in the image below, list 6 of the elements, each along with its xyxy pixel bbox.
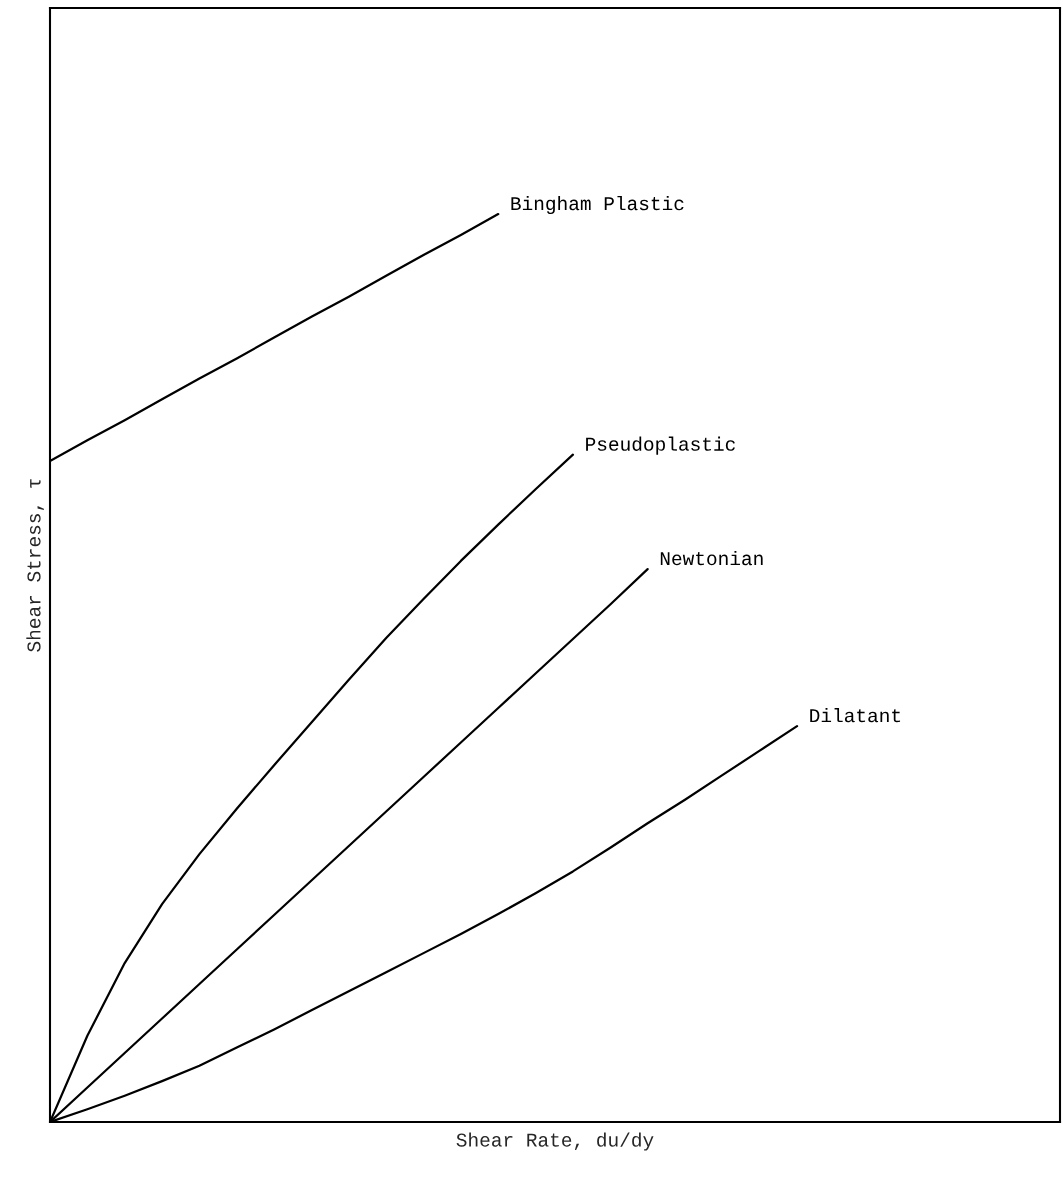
x-axis-title: Shear Rate, du/dy: [456, 1132, 654, 1151]
y-axis-title: Shear Stress, τ: [26, 479, 44, 652]
series-label: Dilatant: [810, 708, 901, 723]
series-label: Newtonian: [660, 550, 763, 566]
series-label: Pseudoplastic: [586, 436, 735, 455]
series-label: Bingham Plastic: [511, 195, 684, 215]
